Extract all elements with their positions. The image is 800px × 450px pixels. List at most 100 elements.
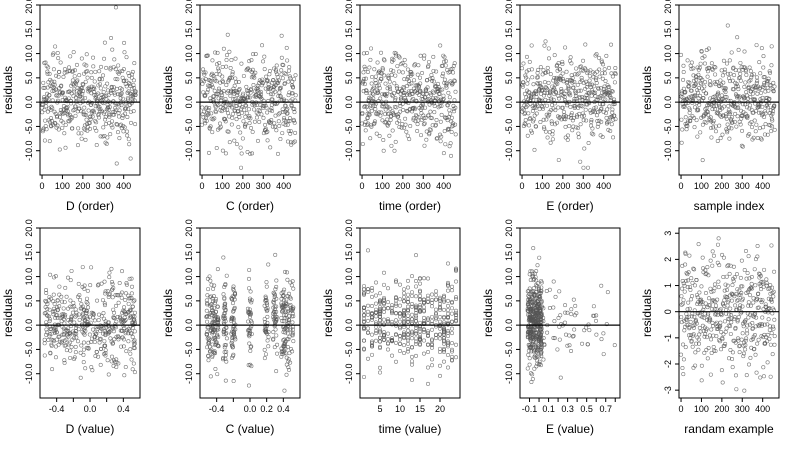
data-point — [92, 340, 97, 345]
data-point — [280, 107, 285, 112]
data-point — [55, 123, 60, 128]
data-point — [63, 312, 68, 317]
data-point — [552, 319, 557, 324]
data-point — [393, 301, 398, 306]
data-point — [202, 72, 207, 77]
data-point — [392, 91, 397, 96]
data-point — [581, 80, 586, 85]
data-point — [221, 89, 226, 94]
data-point — [385, 320, 390, 325]
data-point — [564, 69, 569, 74]
data-point — [273, 67, 278, 72]
data-point — [114, 121, 119, 126]
data-point — [69, 318, 74, 323]
data-point — [133, 122, 138, 127]
data-point — [425, 329, 430, 334]
data-point — [413, 294, 418, 299]
x-tick-label: 200 — [75, 181, 90, 191]
data-point — [50, 309, 55, 314]
data-point — [417, 297, 422, 302]
data-point — [84, 308, 89, 313]
data-point — [421, 122, 426, 127]
data-point — [68, 278, 73, 283]
data-point — [371, 104, 376, 109]
data-point — [413, 306, 418, 311]
data-point — [594, 80, 599, 85]
data-point — [247, 309, 252, 314]
data-point — [101, 101, 106, 106]
data-point — [746, 362, 751, 367]
data-point — [716, 83, 721, 88]
data-point — [729, 320, 734, 325]
data-point — [279, 68, 284, 73]
data-point — [205, 329, 210, 334]
data-point — [525, 366, 530, 371]
data-point — [124, 84, 129, 89]
data-point — [282, 287, 287, 292]
data-point — [561, 79, 566, 84]
data-point — [758, 375, 763, 380]
data-point — [722, 70, 727, 75]
data-point — [417, 333, 422, 338]
data-point — [723, 282, 728, 287]
data-point — [548, 90, 553, 95]
points — [525, 246, 617, 384]
data-point — [221, 80, 226, 85]
y-tick-label: 5.0 — [344, 295, 354, 308]
data-point — [409, 359, 414, 364]
data-point — [430, 89, 435, 94]
data-point — [553, 90, 558, 95]
data-point — [273, 287, 278, 292]
data-point — [286, 320, 291, 325]
data-point — [80, 91, 85, 96]
data-point — [423, 89, 428, 94]
data-point — [211, 336, 216, 341]
data-point — [117, 108, 122, 113]
points — [679, 23, 777, 163]
data-point — [63, 285, 68, 290]
data-point — [549, 121, 554, 126]
data-point — [772, 342, 777, 347]
data-point — [120, 116, 125, 121]
data-point — [684, 278, 689, 283]
data-point — [43, 305, 48, 310]
data-point — [123, 365, 128, 370]
data-point — [57, 292, 62, 297]
data-point — [539, 288, 544, 293]
data-point — [375, 83, 380, 88]
data-point — [750, 326, 755, 331]
data-point — [78, 350, 83, 355]
x-axis-label: randam example — [684, 422, 774, 436]
data-point — [738, 71, 743, 76]
data-point — [378, 96, 383, 101]
data-point — [204, 308, 209, 313]
data-point — [385, 286, 390, 291]
data-point — [212, 76, 217, 81]
data-point — [387, 86, 392, 91]
data-point — [85, 288, 90, 293]
data-point — [747, 132, 752, 137]
data-point — [103, 332, 108, 337]
data-point — [47, 139, 52, 144]
data-point — [61, 74, 66, 79]
data-point — [526, 348, 531, 353]
data-point — [120, 75, 125, 80]
data-point — [128, 156, 133, 161]
data-point — [573, 91, 578, 96]
data-point — [247, 121, 252, 126]
data-point — [59, 294, 64, 299]
data-point — [121, 324, 126, 329]
data-point — [373, 301, 378, 306]
data-point — [278, 93, 283, 98]
data-point — [265, 110, 270, 115]
data-point — [230, 72, 235, 77]
data-point — [453, 89, 458, 94]
data-point — [234, 117, 239, 122]
data-point — [565, 103, 570, 108]
data-point — [697, 65, 702, 70]
data-point — [413, 313, 418, 318]
y-tick-label: 0.0 — [184, 96, 194, 109]
data-point — [361, 292, 366, 297]
data-point — [550, 137, 555, 142]
data-point — [682, 103, 687, 108]
